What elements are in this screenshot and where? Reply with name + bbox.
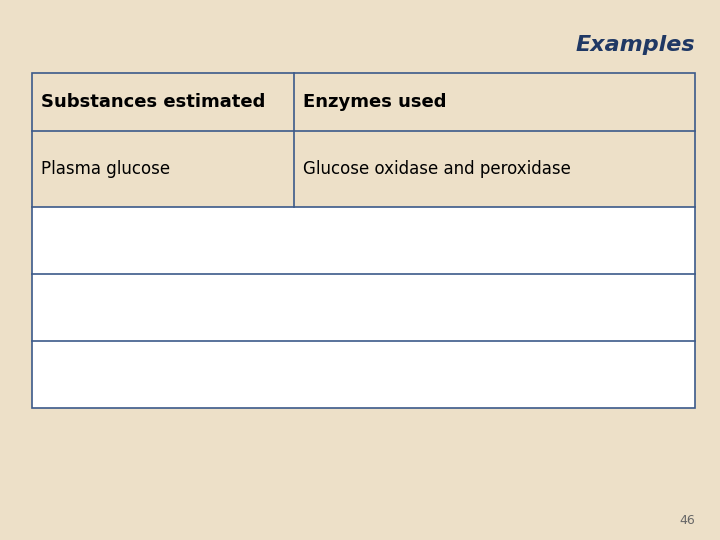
Text: Substances estimated: Substances estimated — [41, 93, 266, 111]
Text: Plasma glucose: Plasma glucose — [41, 160, 170, 178]
Text: 46: 46 — [679, 514, 695, 526]
Text: Glucose oxidase and peroxidase: Glucose oxidase and peroxidase — [302, 160, 570, 178]
Text: Enzymes used: Enzymes used — [302, 93, 446, 111]
Text: Examples: Examples — [575, 35, 695, 55]
